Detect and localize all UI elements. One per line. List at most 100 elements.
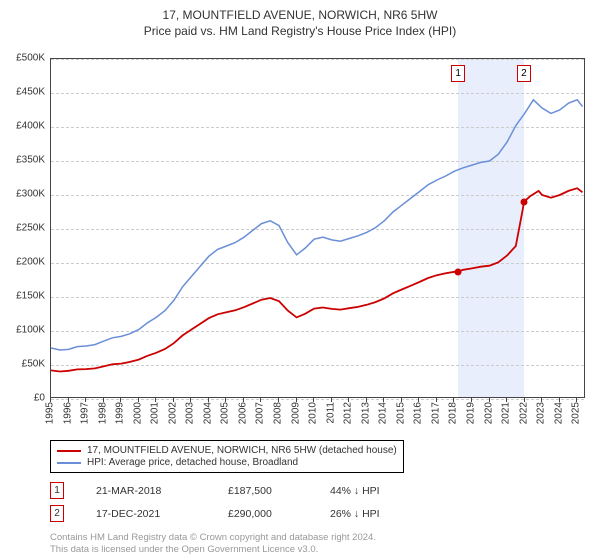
x-tick-label: 2008 [273,402,284,424]
x-tick [68,398,69,402]
x-tick [576,398,577,402]
x-tick [103,398,104,402]
x-tick [489,398,490,402]
x-tick-label: 2012 [343,402,354,424]
x-tick [278,398,279,402]
x-tick-label: 2004 [202,402,213,424]
event-id-box: 2 [50,505,64,522]
x-tick [383,398,384,402]
y-tick-label: £0 [0,393,45,404]
x-tick-label: 1996 [62,402,73,424]
y-tick-label: £200K [0,257,45,268]
x-tick [313,398,314,402]
y-tick-label: £300K [0,189,45,200]
events-table: 1 21-MAR-2018 £187,500 44% ↓ HPI 2 17-DE… [50,482,440,528]
x-tick [208,398,209,402]
x-tick [173,398,174,402]
x-tick-label: 2009 [290,402,301,424]
x-tick-label: 2010 [308,402,319,424]
legend-swatch [57,450,81,452]
x-tick-label: 2015 [395,402,406,424]
x-tick [85,398,86,402]
x-tick-label: 2016 [413,402,424,424]
y-tick-label: £400K [0,121,45,132]
x-tick [260,398,261,402]
x-tick-label: 2007 [255,402,266,424]
x-tick-label: 2022 [518,402,529,424]
x-tick-label: 2014 [378,402,389,424]
x-tick [366,398,367,402]
event-pct: 26% ↓ HPI [330,508,440,520]
x-tick-label: 2024 [553,402,564,424]
event-date: 17-DEC-2021 [96,508,196,520]
series-price-line [51,188,583,371]
x-tick-label: 1999 [115,402,126,424]
x-tick [559,398,560,402]
legend-label: HPI: Average price, detached house, Broa… [87,457,298,468]
x-tick [155,398,156,402]
chart-container: 17, MOUNTFIELD AVENUE, NORWICH, NR6 5HW … [0,8,600,560]
price-marker [455,268,462,275]
legend-label: 17, MOUNTFIELD AVENUE, NORWICH, NR6 5HW … [87,445,397,456]
x-tick-label: 1997 [80,402,91,424]
x-tick [50,398,51,402]
legend-row: 17, MOUNTFIELD AVENUE, NORWICH, NR6 5HW … [57,445,397,456]
event-row: 1 21-MAR-2018 £187,500 44% ↓ HPI [50,482,440,499]
x-tick [120,398,121,402]
line-plot-svg [51,59,586,399]
event-date: 21-MAR-2018 [96,485,196,497]
event-id-box: 1 [50,482,64,499]
x-tick-label: 2018 [448,402,459,424]
footer-line: This data is licensed under the Open Gov… [50,544,376,556]
x-tick-label: 2025 [571,402,582,424]
y-tick-label: £50K [0,359,45,370]
legend-row: HPI: Average price, detached house, Broa… [57,457,397,468]
x-tick [541,398,542,402]
x-tick [243,398,244,402]
price-marker [520,198,527,205]
gridline-h [51,399,584,400]
x-tick-label: 2013 [360,402,371,424]
legend-swatch [57,462,81,464]
x-tick-label: 2000 [132,402,143,424]
x-tick-label: 2021 [501,402,512,424]
x-tick-label: 2023 [536,402,547,424]
y-tick-label: £100K [0,325,45,336]
event-pct: 44% ↓ HPI [330,485,440,497]
x-tick-label: 2006 [237,402,248,424]
x-tick-label: 1998 [97,402,108,424]
x-tick [418,398,419,402]
y-tick-label: £150K [0,291,45,302]
x-tick [524,398,525,402]
event-price: £187,500 [228,485,298,497]
footer-line: Contains HM Land Registry data © Crown c… [50,532,376,544]
x-tick [436,398,437,402]
legend: 17, MOUNTFIELD AVENUE, NORWICH, NR6 5HW … [50,440,404,473]
footer-credits: Contains HM Land Registry data © Crown c… [50,532,376,556]
event-price: £290,000 [228,508,298,520]
x-tick [348,398,349,402]
chart-title: 17, MOUNTFIELD AVENUE, NORWICH, NR6 5HW [0,8,600,22]
x-tick-label: 2005 [220,402,231,424]
x-tick-label: 2011 [325,402,336,424]
x-tick-label: 2017 [430,402,441,424]
x-tick [225,398,226,402]
x-tick [138,398,139,402]
x-tick [471,398,472,402]
plot-area: 12 [50,58,585,398]
x-tick-label: 2002 [167,402,178,424]
y-tick-label: £450K [0,87,45,98]
x-tick-label: 1995 [45,402,56,424]
chart-subtitle: Price paid vs. HM Land Registry's House … [0,24,600,38]
x-tick [401,398,402,402]
series-hpi-line [51,100,583,350]
x-tick-label: 2001 [150,402,161,424]
x-tick-label: 2020 [483,402,494,424]
x-tick [190,398,191,402]
x-tick [453,398,454,402]
y-tick-label: £250K [0,223,45,234]
y-tick-label: £500K [0,53,45,64]
x-tick-label: 2019 [465,402,476,424]
event-marker-box: 2 [517,65,531,82]
x-tick [296,398,297,402]
